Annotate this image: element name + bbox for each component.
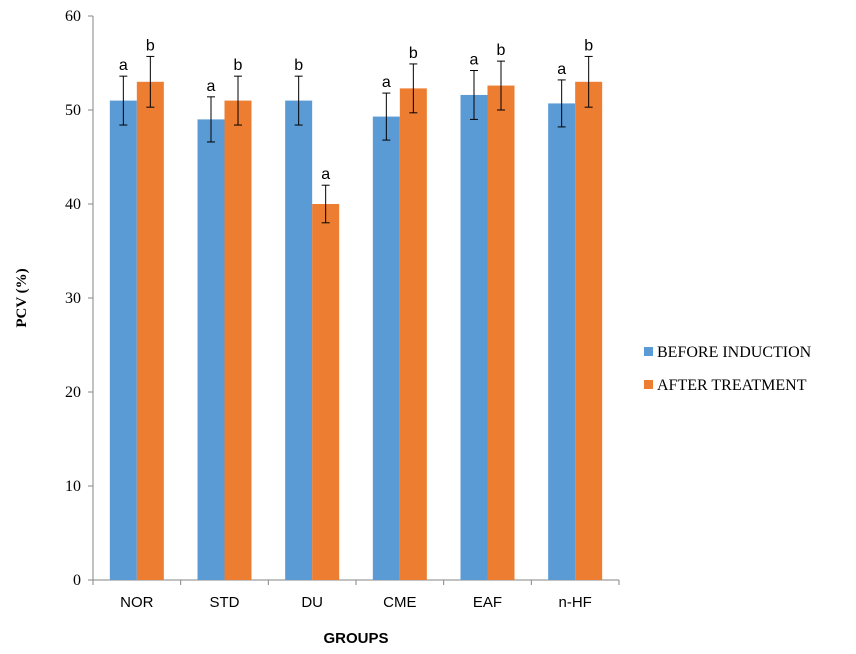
y-axis-title: PCV (%): [14, 268, 30, 327]
labels-layer: a a b a a a b b a b b b: [119, 37, 593, 183]
legend-swatch: [644, 347, 653, 356]
x-tick-label: n-HF: [558, 594, 591, 611]
significance-label: a: [119, 57, 128, 74]
bar: [548, 103, 576, 581]
y-tick-label: 10: [65, 478, 81, 495]
x-tick-label: NOR: [120, 594, 154, 611]
y-tick-label: 0: [73, 572, 81, 589]
x-axis-title: GROUPS: [323, 630, 388, 647]
bar: [197, 119, 225, 581]
legend-swatch: [644, 380, 653, 389]
y-tick-label: 50: [65, 102, 81, 119]
bar: [312, 204, 340, 580]
legend-label: BEFORE INDUCTION: [657, 344, 812, 361]
significance-label: b: [294, 57, 303, 74]
significance-label: b: [409, 45, 418, 62]
bar: [224, 100, 252, 580]
bar: [285, 100, 313, 580]
significance-label: b: [584, 37, 593, 54]
significance-label: b: [146, 37, 155, 54]
error-bars-layer: [119, 55, 593, 224]
significance-label: a: [557, 61, 566, 78]
axes-layer: 0 10 20 30 40 50 60 NOR STD DU CME EAF n-HF: [65, 8, 620, 611]
bar: [136, 81, 164, 581]
significance-label: a: [321, 166, 330, 183]
significance-label: a: [207, 78, 216, 95]
significance-label: b: [234, 57, 243, 74]
y-tick-label: 20: [65, 384, 81, 401]
significance-label: a: [470, 52, 479, 69]
y-tick-label: 40: [65, 196, 81, 213]
x-tick-label: STD: [210, 594, 240, 611]
x-tick-label: EAF: [473, 594, 502, 611]
legend-label: AFTER TREATMENT: [657, 377, 807, 394]
bar: [109, 100, 137, 580]
bar: [372, 116, 400, 580]
y-tick-label: 30: [65, 290, 81, 307]
bars-layer: [109, 81, 603, 581]
y-tick-label: 60: [65, 8, 81, 25]
significance-label: b: [497, 42, 506, 59]
legend: BEFORE INDUCTION AFTER TREATMENT: [644, 344, 812, 394]
bar: [575, 81, 603, 581]
bar: [460, 94, 488, 581]
x-tick-label: CME: [383, 594, 416, 611]
significance-label: a: [382, 74, 391, 91]
x-tick-label: DU: [301, 594, 323, 611]
bar: [399, 88, 427, 580]
bar: [487, 85, 515, 580]
